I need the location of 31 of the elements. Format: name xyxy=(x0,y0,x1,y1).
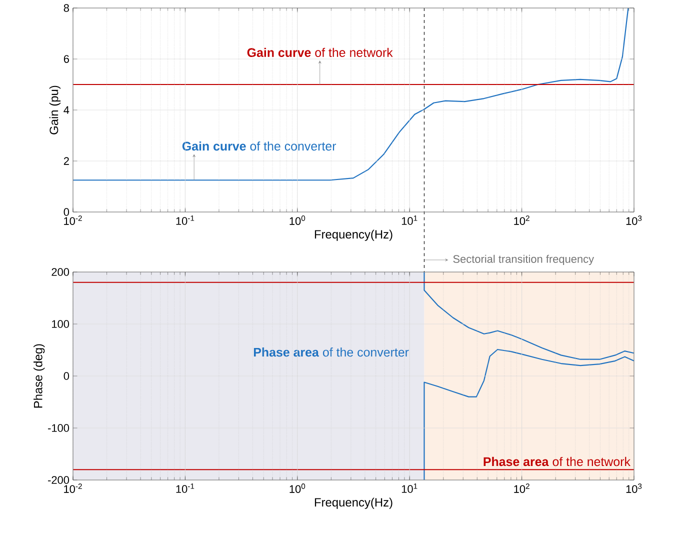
y-tick-label: 0 xyxy=(64,208,70,216)
ref-line-label: Gain curve of the network xyxy=(247,48,393,57)
annotation: Gain curve of the converter xyxy=(182,141,336,151)
x-tick-label: 10$^{2}$ xyxy=(514,216,530,225)
x-tick-label: 10$^{3}$ xyxy=(626,484,642,493)
y-axis-title: Phase (deg) xyxy=(34,344,45,408)
annotation: Phase area of the converter xyxy=(254,348,409,357)
y-tick-label: 200 xyxy=(52,268,70,276)
x-tick-label: 10$^{2}$ xyxy=(514,484,530,493)
x-tick-label: 10$^{1}$ xyxy=(402,216,418,225)
y-tick-label: 100 xyxy=(52,320,70,328)
x-axis-title: Frequency(Hz) xyxy=(314,230,392,241)
y-tick-label: 2 xyxy=(64,157,69,165)
y-tick-label: 4 xyxy=(64,106,70,114)
x-tick-label: 10$^{3}$ xyxy=(626,216,642,225)
x-tick-label: 10$^{0}$ xyxy=(290,484,306,493)
y-tick-label: -200 xyxy=(48,476,70,484)
x-tick-label: 10$^{0}$ xyxy=(290,216,306,225)
band-label: Phase area of the network xyxy=(484,456,630,466)
x-tick-label: 10$^{-2}$ xyxy=(64,216,82,225)
y-tick-label: 0 xyxy=(64,372,70,380)
x-axis-title: Frequency(Hz) xyxy=(314,498,392,509)
x-tick-label: 10$^{-2}$ xyxy=(64,484,82,493)
ref-line-label: Sectorial transition frequency xyxy=(453,254,594,266)
x-tick-label: 10$^{-1}$ xyxy=(176,484,194,493)
y-tick-label: 8 xyxy=(64,4,69,12)
y-tick-label: -100 xyxy=(48,424,70,432)
x-tick-label: 10$^{-1}$ xyxy=(176,216,194,225)
x-tick-label: 10$^{1}$ xyxy=(402,484,418,493)
y-tick-label: 6 xyxy=(64,55,69,63)
y-axis-title: Gain (pu) xyxy=(49,86,61,134)
